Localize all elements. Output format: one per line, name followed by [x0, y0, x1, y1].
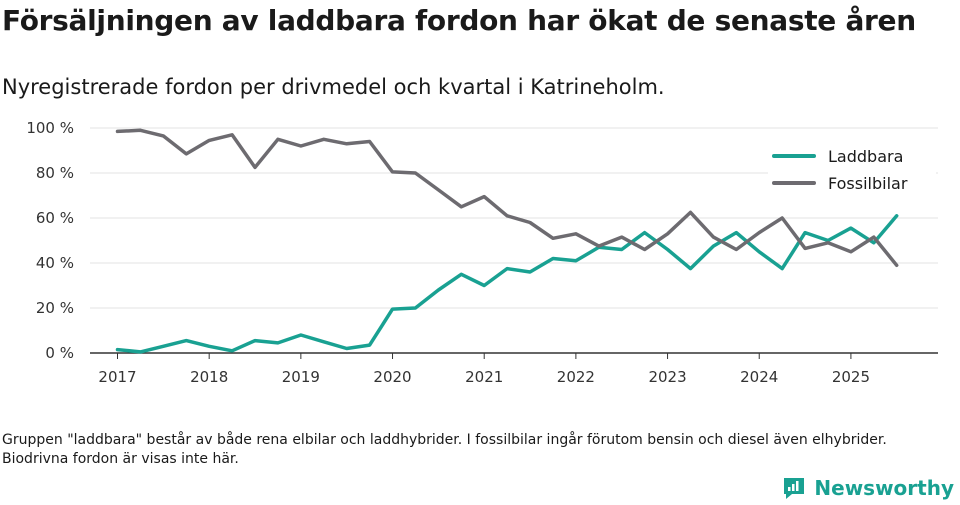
- newsworthy-logo-icon: [784, 478, 805, 499]
- y-tick-label: 0 %: [45, 344, 74, 362]
- chart-title: Försäljningen av laddbara fordon har öka…: [2, 4, 916, 37]
- x-tick-label: 2024: [740, 368, 778, 386]
- x-tick-label: 2021: [465, 368, 503, 386]
- series-line-fossilbilar: [115, 128, 899, 268]
- y-tick-label: 60 %: [36, 209, 74, 227]
- x-tick-label: 2022: [557, 368, 595, 386]
- x-tick-label: 2025: [832, 368, 870, 386]
- footnote: Gruppen "laddbara" består av både rena e…: [2, 432, 887, 467]
- x-tick-label: 2023: [648, 368, 686, 386]
- y-tick-label: 80 %: [36, 164, 74, 182]
- legend-label-laddbara: Laddbara: [828, 147, 903, 166]
- line-chart: 0 % 20 % 40 % 60 % 80 % 100 % 2017 2018 2019 202…: [26, 119, 938, 386]
- y-tick-label: 100 %: [26, 119, 74, 137]
- brand-name: Newsworthy: [814, 476, 954, 500]
- series-lines: [115, 128, 899, 354]
- brand-logo: Newsworthy: [781, 475, 954, 501]
- legend-background: [768, 140, 936, 202]
- series-line-laddbara: [115, 214, 899, 354]
- legend: Laddbara Fossilbilar: [768, 140, 936, 202]
- chart-subtitle: Nyregistrerade fordon per drivmedel och …: [2, 75, 665, 99]
- x-tick-label: 2020: [373, 368, 411, 386]
- x-tick-label: 2018: [190, 368, 228, 386]
- x-axis: 2017 2018 2019 2020 2021 2022 2023 2024 2025: [90, 352, 938, 386]
- x-tick-label: 2017: [98, 368, 136, 386]
- y-tick-label: 40 %: [36, 254, 74, 272]
- y-tick-label: 20 %: [36, 299, 74, 317]
- legend-label-fossilbilar: Fossilbilar: [828, 174, 908, 193]
- x-tick-label: 2019: [282, 368, 320, 386]
- y-axis-ticks: 0 % 20 % 40 % 60 % 80 % 100 %: [26, 119, 74, 362]
